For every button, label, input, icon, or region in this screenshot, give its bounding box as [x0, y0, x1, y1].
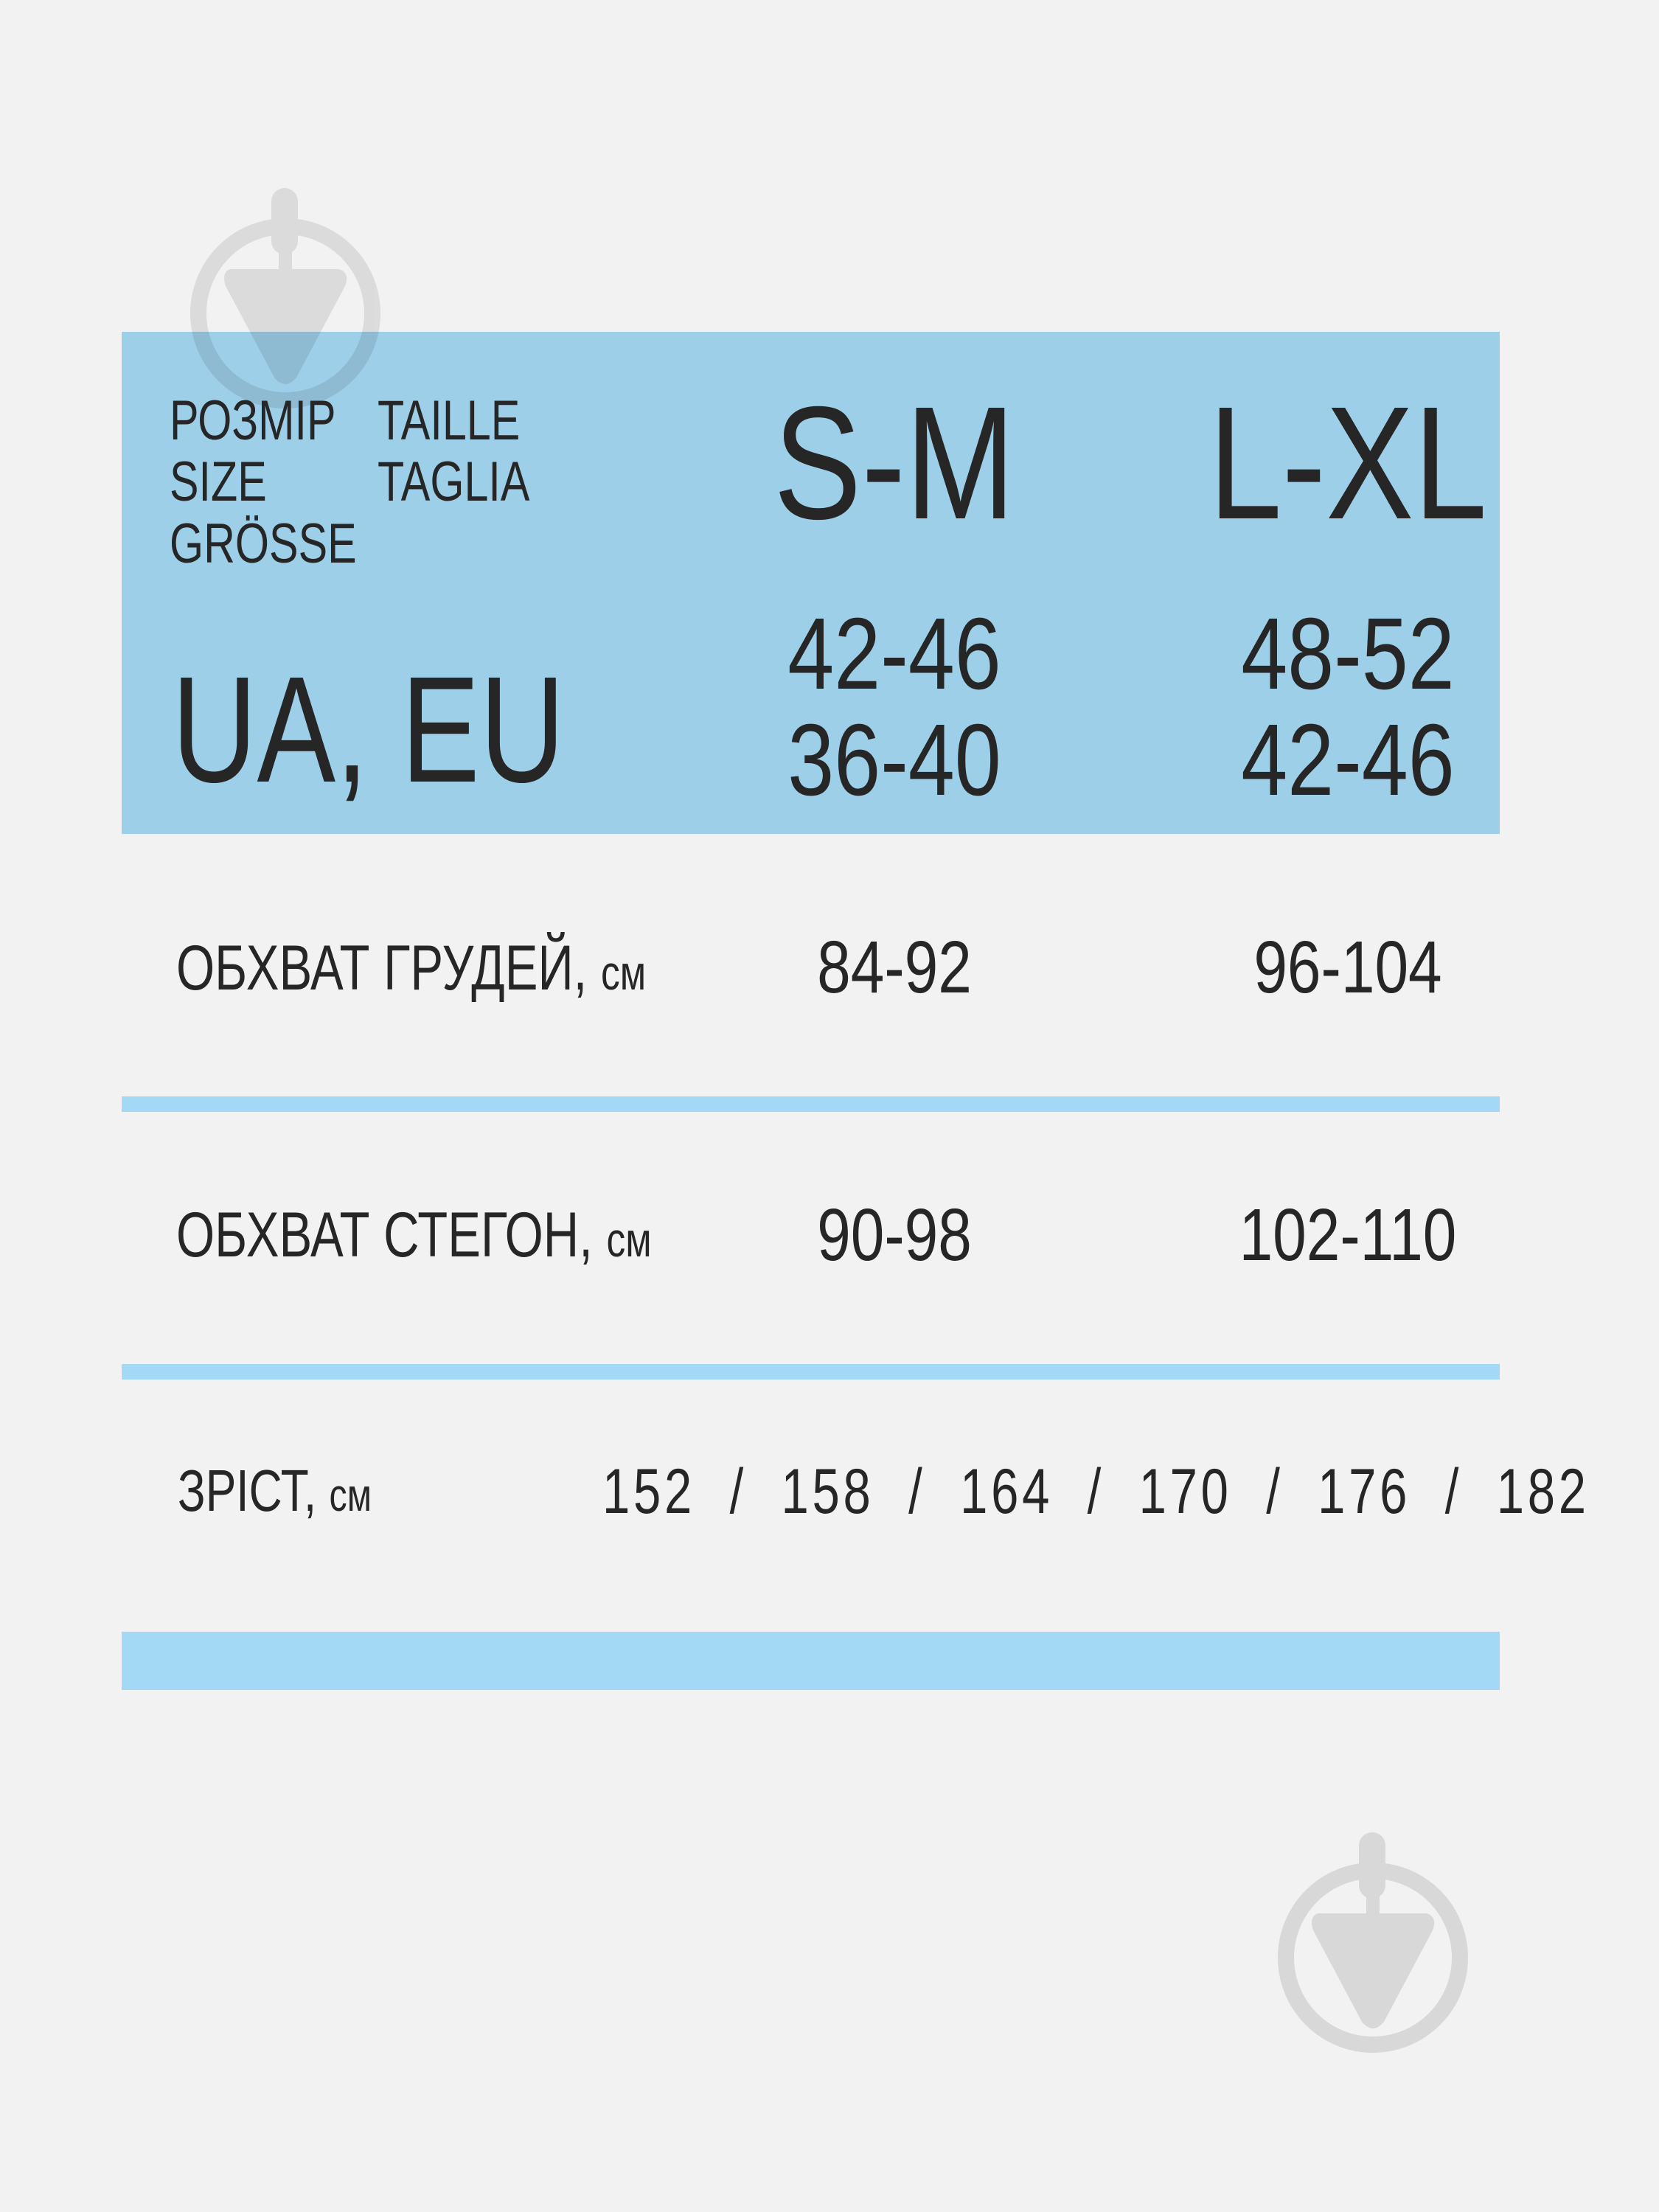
- chest-s-m: 84-92: [817, 926, 972, 1009]
- height-unit: см: [329, 1470, 372, 1521]
- hips-label-text: ОБХВАТ СТЕГОН,: [176, 1200, 593, 1270]
- hips-unit: см: [606, 1212, 652, 1267]
- size-label-de: GRÖSSE: [170, 512, 357, 575]
- hips-l-xl: 102-110: [1239, 1194, 1457, 1276]
- chest-l-xl: 96-104: [1253, 926, 1442, 1009]
- chest-unit: см: [600, 945, 647, 1000]
- height-label: ЗРІСТ, см: [178, 1461, 372, 1520]
- height-label-text: ЗРІСТ,: [178, 1458, 317, 1523]
- row-divider: [122, 1364, 1500, 1380]
- size-label-fr: TAILLE: [378, 389, 521, 452]
- region-label: UA, EU: [172, 645, 566, 814]
- size-label-it: TAGLIA: [378, 451, 530, 513]
- ua-size-l-xl: 48-52: [1241, 597, 1455, 711]
- trowel-circle-icon: [1278, 1832, 1468, 2053]
- size-label-ua: РОЗМІР: [170, 389, 336, 452]
- header-panel: [122, 332, 1500, 834]
- eu-size-l-xl: 42-46: [1241, 703, 1455, 817]
- chest-label: ОБХВАТ ГРУДЕЙ, см: [176, 936, 646, 1000]
- height-values: 152 / 158 / 164 / 170 / 176 / 182: [602, 1456, 1590, 1527]
- hips-label: ОБХВАТ СТЕГОН, см: [176, 1203, 652, 1267]
- hips-s-m: 90-98: [817, 1194, 972, 1276]
- row-divider: [122, 1096, 1500, 1112]
- size-s-m: S-M: [773, 374, 1015, 553]
- chest-label-text: ОБХВАТ ГРУДЕЙ,: [176, 933, 588, 1004]
- footer-bar: [122, 1632, 1500, 1690]
- size-l-xl: L-XL: [1208, 374, 1487, 553]
- ua-size-s-m: 42-46: [787, 597, 1001, 711]
- eu-size-s-m: 36-40: [787, 703, 1001, 817]
- size-label-en: SIZE: [170, 451, 267, 513]
